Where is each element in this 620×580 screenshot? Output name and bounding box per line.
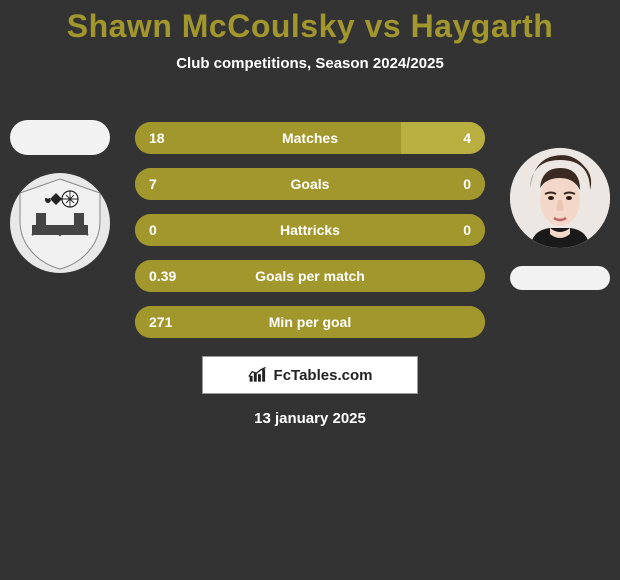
comparison-card: Shawn McCoulsky vs Haygarth Club competi… xyxy=(0,0,620,580)
stat-value-left: 0.39 xyxy=(149,268,176,284)
subtitle: Club competitions, Season 2024/2025 xyxy=(0,55,620,72)
stat-row: 18 Matches 4 xyxy=(135,122,485,154)
page-title: Shawn McCoulsky vs Haygarth xyxy=(0,0,620,45)
stat-label: Goals xyxy=(291,176,330,192)
stat-value-left: 7 xyxy=(149,176,157,192)
club-badge-placeholder-right xyxy=(510,266,610,290)
right-player-column xyxy=(510,148,610,290)
date-label: 13 january 2025 xyxy=(254,410,366,427)
stat-row: 7 Goals 0 xyxy=(135,168,485,200)
stat-value-left: 271 xyxy=(149,314,172,330)
stat-value-left: 0 xyxy=(149,222,157,238)
stat-value-right: 0 xyxy=(463,222,471,238)
player-photo-placeholder-left xyxy=(10,120,110,155)
brand-label: FcTables.com xyxy=(274,367,373,384)
stat-value-right: 4 xyxy=(463,130,471,146)
bar-chart-icon xyxy=(248,366,268,384)
stat-row: 0.39 Goals per match xyxy=(135,260,485,292)
left-player-column xyxy=(10,120,110,273)
brand-box: FcTables.com xyxy=(202,356,418,394)
stat-label: Matches xyxy=(282,130,338,146)
player-photo-right xyxy=(510,148,610,248)
person-icon xyxy=(510,148,610,248)
shield-icon xyxy=(10,173,110,273)
stat-row: 271 Min per goal xyxy=(135,306,485,338)
stat-label: Min per goal xyxy=(269,314,351,330)
stat-value-left: 18 xyxy=(149,130,165,146)
stat-label: Goals per match xyxy=(255,268,365,284)
club-badge-left xyxy=(10,173,110,273)
stat-value-right: 0 xyxy=(463,176,471,192)
stat-row: 0 Hattricks 0 xyxy=(135,214,485,246)
stat-label: Hattricks xyxy=(280,222,340,238)
stats-table: 18 Matches 4 7 Goals 0 0 Hattricks 0 0.39 Goals pe… xyxy=(135,122,485,338)
